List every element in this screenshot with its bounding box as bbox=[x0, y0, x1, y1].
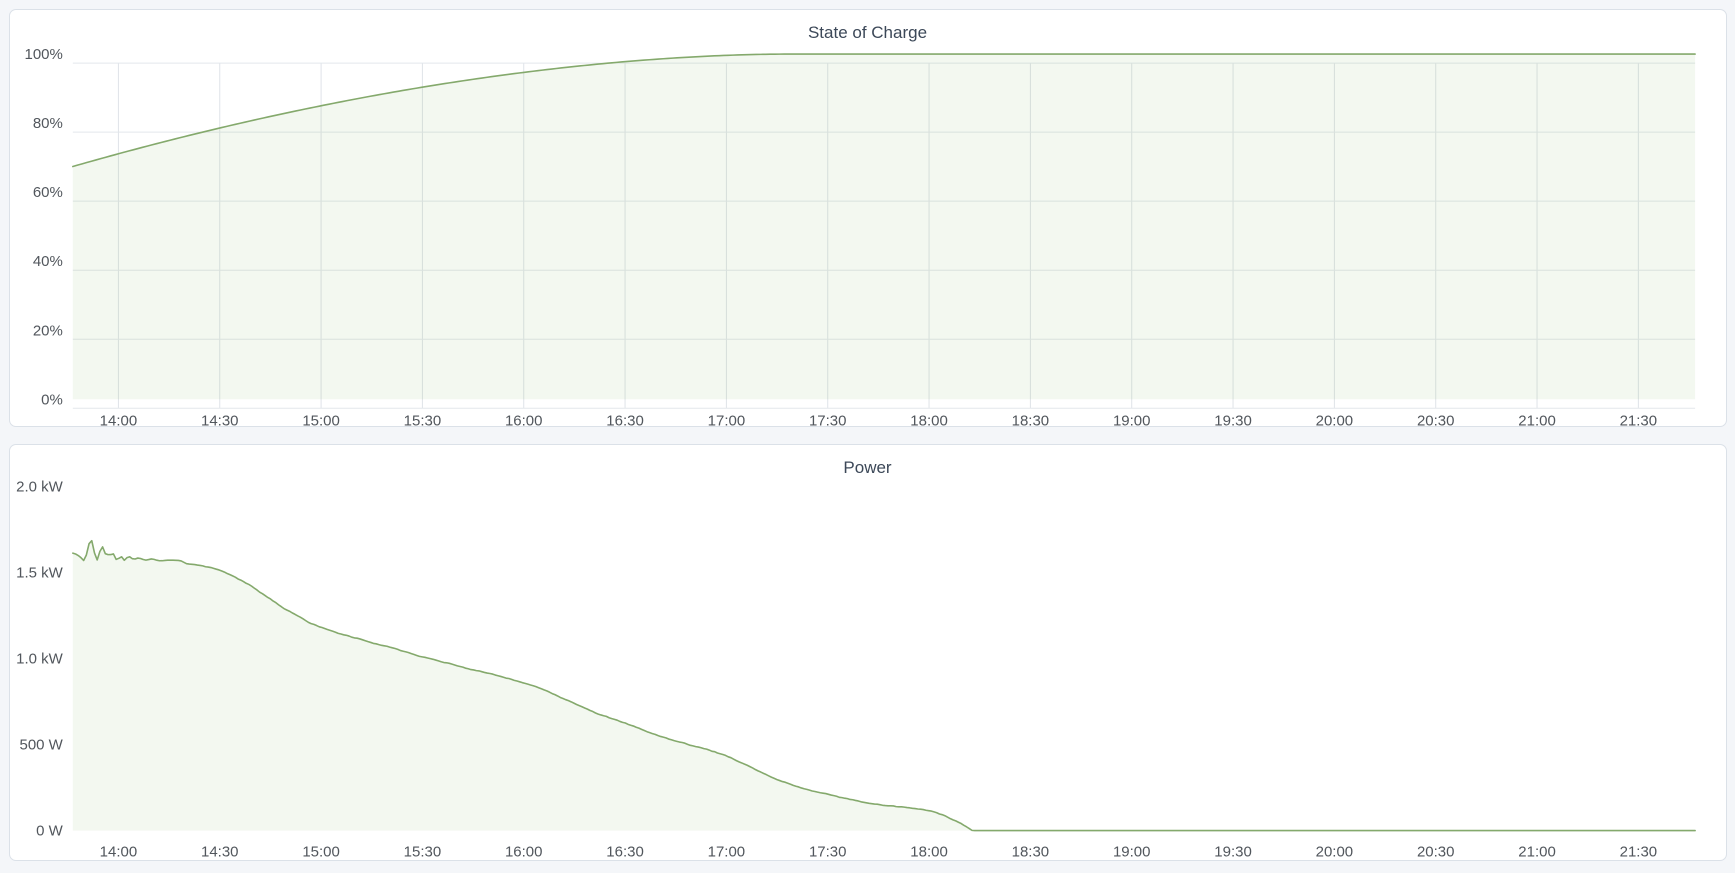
svg-text:19:30: 19:30 bbox=[1214, 412, 1252, 427]
svg-text:21:00: 21:00 bbox=[1518, 843, 1556, 860]
svg-text:17:30: 17:30 bbox=[808, 843, 846, 860]
svg-text:16:00: 16:00 bbox=[504, 843, 541, 860]
svg-text:60%: 60% bbox=[32, 184, 62, 201]
svg-text:20:30: 20:30 bbox=[1416, 412, 1453, 427]
svg-text:21:30: 21:30 bbox=[1619, 412, 1657, 427]
svg-text:14:30: 14:30 bbox=[200, 412, 238, 427]
svg-text:0%: 0% bbox=[41, 391, 63, 408]
svg-text:16:00: 16:00 bbox=[504, 412, 542, 427]
svg-text:2.0 kW: 2.0 kW bbox=[16, 478, 63, 495]
svg-text:1.0 kW: 1.0 kW bbox=[16, 650, 63, 667]
svg-text:15:00: 15:00 bbox=[302, 412, 340, 427]
svg-text:17:00: 17:00 bbox=[707, 843, 745, 860]
svg-text:16:30: 16:30 bbox=[606, 843, 644, 860]
svg-text:18:30: 18:30 bbox=[1011, 843, 1049, 860]
svg-text:21:30: 21:30 bbox=[1619, 843, 1657, 860]
svg-text:1.5 kW: 1.5 kW bbox=[16, 564, 63, 581]
svg-text:17:00: 17:00 bbox=[707, 412, 745, 427]
svg-text:18:30: 18:30 bbox=[1011, 412, 1049, 427]
svg-text:20%: 20% bbox=[32, 322, 62, 339]
svg-text:20:00: 20:00 bbox=[1315, 412, 1352, 427]
svg-text:100%: 100% bbox=[24, 46, 62, 63]
svg-text:20:30: 20:30 bbox=[1416, 843, 1454, 860]
svg-text:19:00: 19:00 bbox=[1112, 412, 1150, 427]
svg-text:14:30: 14:30 bbox=[200, 843, 238, 860]
svg-text:14:00: 14:00 bbox=[99, 412, 136, 427]
svg-text:18:00: 18:00 bbox=[910, 843, 948, 860]
svg-text:0 W: 0 W bbox=[36, 822, 63, 839]
svg-text:19:30: 19:30 bbox=[1214, 843, 1252, 860]
svg-text:19:00: 19:00 bbox=[1112, 843, 1150, 860]
svg-text:20:00: 20:00 bbox=[1315, 843, 1353, 860]
svg-text:16:30: 16:30 bbox=[606, 412, 643, 427]
svg-text:80%: 80% bbox=[32, 115, 62, 132]
svg-text:15:30: 15:30 bbox=[403, 843, 441, 860]
svg-text:15:00: 15:00 bbox=[302, 843, 340, 860]
svg-text:21:00: 21:00 bbox=[1518, 412, 1556, 427]
svg-text:40%: 40% bbox=[32, 253, 62, 270]
svg-text:15:30: 15:30 bbox=[403, 412, 441, 427]
svg-text:17:30: 17:30 bbox=[808, 412, 846, 427]
svg-text:14:00: 14:00 bbox=[99, 843, 137, 860]
svg-text:18:00: 18:00 bbox=[910, 412, 947, 427]
svg-text:500 W: 500 W bbox=[19, 736, 63, 753]
